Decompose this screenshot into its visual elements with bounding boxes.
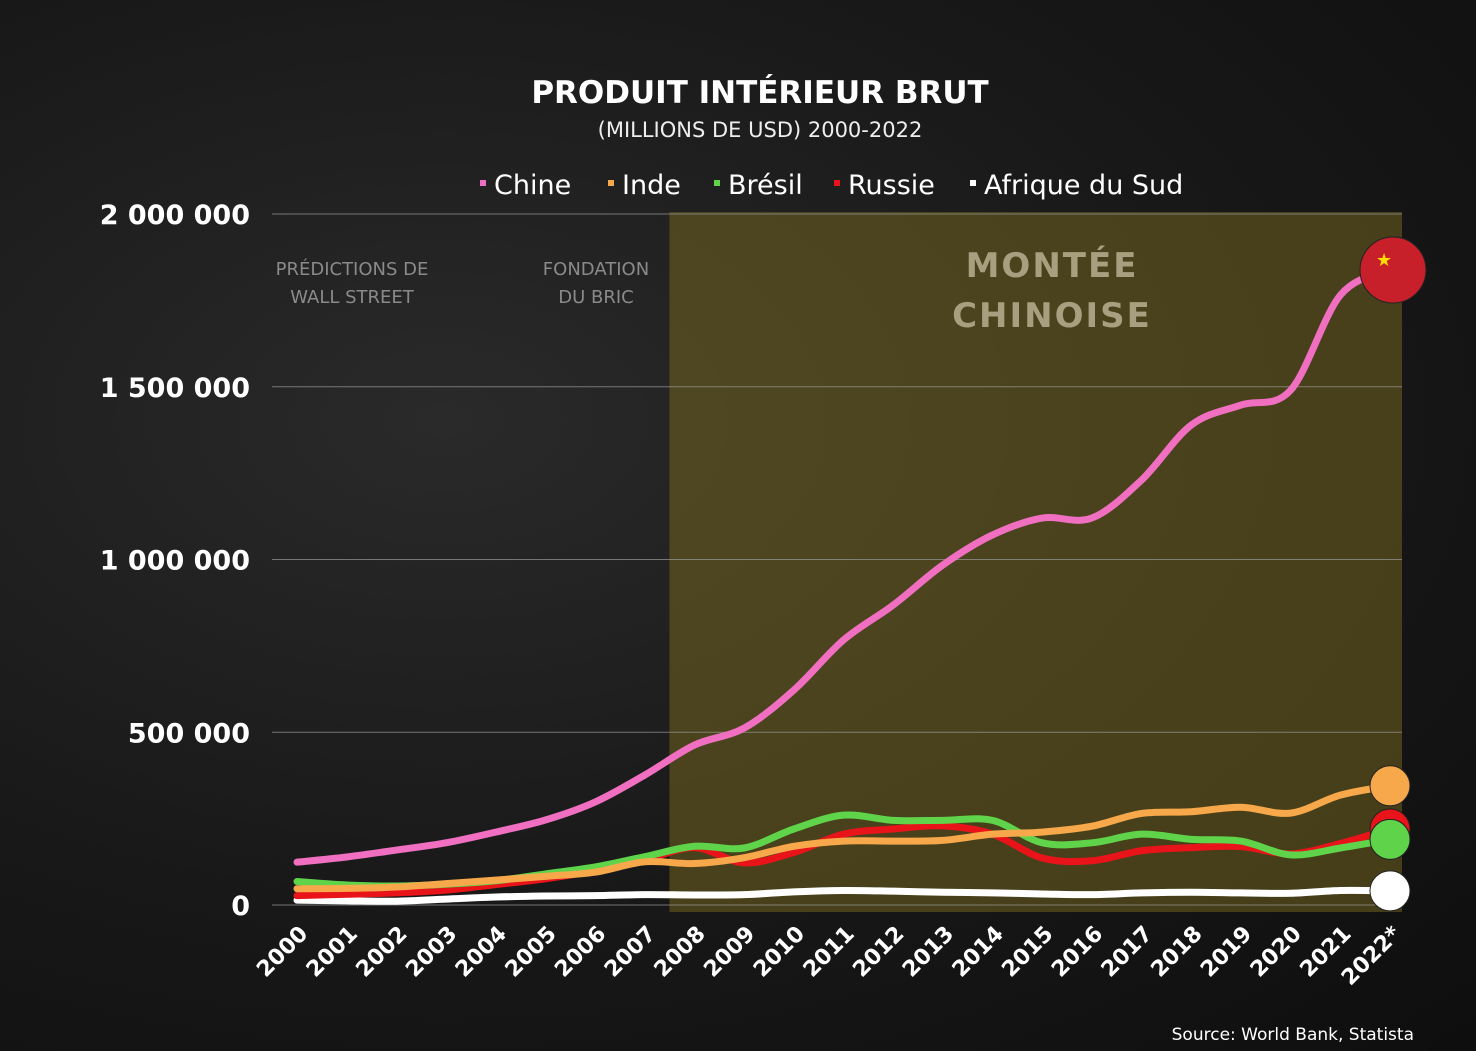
x-tick-label: 2008 bbox=[650, 922, 711, 983]
legend-label: Brésil bbox=[728, 170, 803, 201]
annotation-montee-chinoise: MONTÉE bbox=[966, 245, 1139, 286]
source-note: Source: World Bank, Statista bbox=[1172, 1025, 1414, 1045]
flag-icon bbox=[1359, 236, 1427, 304]
x-tick-label: 2017 bbox=[1097, 922, 1158, 983]
annotation-montee-chinoise: CHINOISE bbox=[952, 296, 1152, 336]
chart-subtitle: (MILLIONS DE USD) 2000-2022 bbox=[598, 118, 923, 142]
legend-label: Inde bbox=[622, 170, 681, 201]
legend-marker bbox=[970, 180, 976, 186]
x-tick-label: 2013 bbox=[898, 922, 959, 983]
x-tick-label: 2006 bbox=[550, 922, 611, 983]
x-tick-label: 2009 bbox=[699, 922, 760, 983]
annotation-text: PRÉDICTIONS DE bbox=[276, 258, 429, 280]
annotation-text: FONDATION bbox=[543, 259, 649, 280]
chart-title: PRODUIT INTÉRIEUR BRUT bbox=[531, 75, 988, 111]
annotation-text: DU BRIC bbox=[558, 287, 634, 308]
x-tick-label: 2016 bbox=[1047, 922, 1108, 983]
legend-marker bbox=[714, 180, 720, 186]
x-tick-label: 2005 bbox=[501, 922, 562, 983]
y-tick-label: 500 000 bbox=[128, 718, 250, 749]
x-tick-label: 2010 bbox=[749, 922, 810, 983]
x-tick-label: 2007 bbox=[600, 922, 661, 983]
x-tick-label: 2001 bbox=[302, 922, 363, 983]
x-tick-label: 2002 bbox=[352, 922, 413, 983]
x-tick-label: 2020 bbox=[1246, 922, 1307, 983]
legend-marker bbox=[480, 180, 486, 186]
x-tick-label: 2000 bbox=[252, 922, 313, 983]
x-tick-label: 2003 bbox=[401, 922, 462, 983]
series-line-afrique-du-sud bbox=[293, 886, 1394, 905]
series-line-russie bbox=[293, 822, 1394, 900]
x-tick-label: 2011 bbox=[799, 922, 860, 983]
legend-label: Chine bbox=[494, 170, 571, 201]
flag-icon bbox=[1369, 765, 1411, 807]
x-tick-label: 2014 bbox=[948, 922, 1009, 983]
annotation-text: WALL STREET bbox=[290, 287, 415, 308]
legend-marker bbox=[834, 180, 840, 186]
x-tick-label: 2012 bbox=[848, 922, 909, 983]
flag-icon bbox=[1369, 870, 1411, 912]
star-icon: ★ bbox=[1376, 250, 1392, 271]
y-tick-label: 2 000 000 bbox=[100, 200, 250, 231]
montee-chinoise-highlight bbox=[669, 212, 1402, 912]
x-tick-label: 2015 bbox=[997, 922, 1058, 983]
x-tick-label: 2018 bbox=[1147, 922, 1208, 983]
x-tick-label: 2019 bbox=[1196, 922, 1257, 983]
legend-label: Afrique du Sud bbox=[984, 170, 1183, 201]
legend-marker bbox=[608, 180, 614, 186]
y-tick-label: 1 500 000 bbox=[100, 373, 250, 404]
y-tick-label: 0 bbox=[231, 891, 250, 922]
series-line-chine bbox=[293, 266, 1394, 866]
legend-label: Russie bbox=[848, 170, 935, 201]
x-tick-label: 2004 bbox=[451, 922, 512, 983]
flag-icon bbox=[1369, 818, 1411, 860]
series-line-inde bbox=[293, 782, 1394, 893]
y-tick-label: 1 000 000 bbox=[100, 546, 250, 577]
